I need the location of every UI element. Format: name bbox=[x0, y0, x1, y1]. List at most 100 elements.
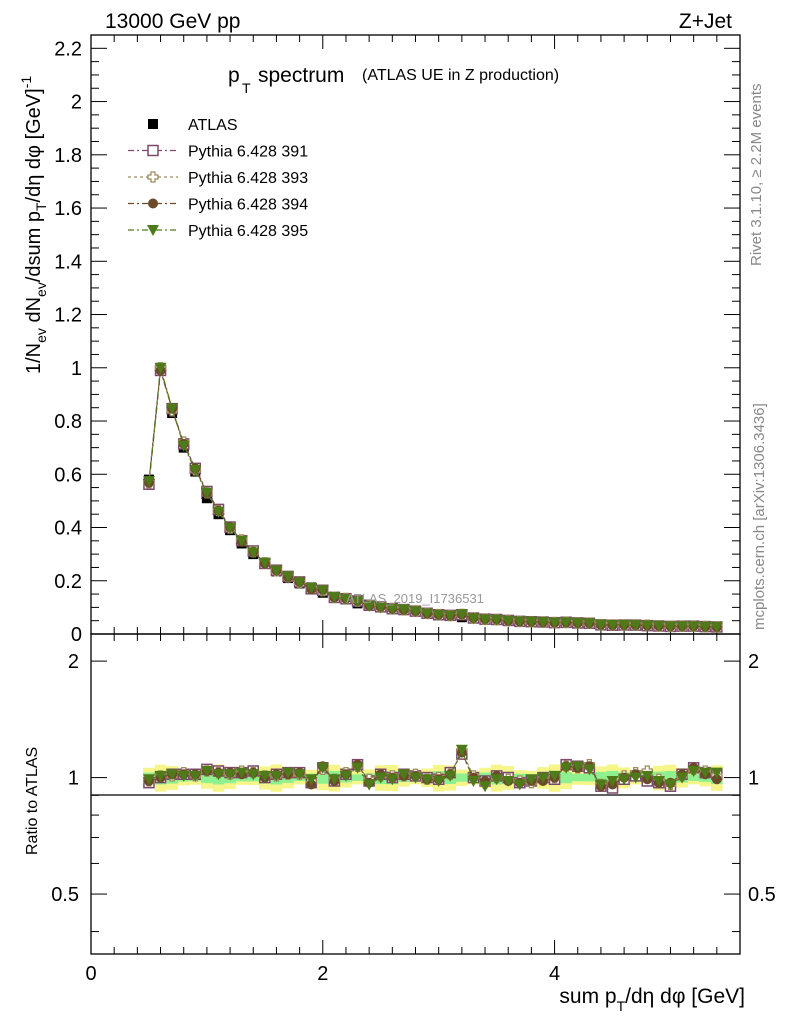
x-tick-label: 0 bbox=[85, 963, 96, 985]
ratio-panel: 0 2 4 0.5 0.5 1 1 2 2 bbox=[51, 633, 776, 985]
watermark: ATLAS_2019_I1736531 bbox=[346, 591, 484, 606]
ratio-point bbox=[154, 770, 167, 782]
mc-point bbox=[200, 487, 213, 499]
legend-label: Pythia 6.428 395 bbox=[188, 223, 308, 240]
mc-point bbox=[467, 613, 480, 625]
y-tick-label: 0.2 bbox=[54, 571, 82, 593]
ratio-point bbox=[363, 779, 376, 791]
ratio-point bbox=[282, 767, 295, 779]
mc-point bbox=[525, 616, 538, 628]
y-tick-label: 2 bbox=[71, 92, 82, 114]
ratio-point bbox=[374, 772, 387, 784]
mc-point bbox=[479, 614, 492, 626]
ratio-data bbox=[142, 744, 723, 794]
mc-point bbox=[374, 602, 387, 614]
legend-item: Pythia 6.428 394 bbox=[128, 197, 308, 214]
rivet-label: Rivet 3.1.10, ≥ 2.2M events bbox=[748, 84, 765, 267]
plot-title: p T spectrum (ATLAS UE in Z production) bbox=[228, 64, 559, 96]
ratio-point bbox=[409, 772, 422, 784]
ratio-point bbox=[629, 772, 642, 784]
mc-point bbox=[282, 571, 295, 583]
legend: ATLAS Pythia 6.428 391 Pythia 6.428 393 Pyt… bbox=[128, 117, 308, 240]
main-data bbox=[142, 362, 723, 633]
mc-line bbox=[148, 370, 717, 628]
ratio-point bbox=[432, 775, 445, 787]
mc-line bbox=[148, 367, 717, 628]
mc-point bbox=[177, 440, 190, 452]
mc-point bbox=[189, 464, 202, 476]
ratio-point bbox=[455, 744, 468, 756]
ratio-point bbox=[200, 765, 213, 777]
mc-point bbox=[571, 617, 584, 629]
mc-point bbox=[270, 565, 283, 577]
ratio-point bbox=[502, 775, 515, 787]
mc-point bbox=[444, 610, 457, 622]
mc-point bbox=[629, 620, 642, 632]
ratio-point bbox=[235, 767, 248, 779]
ratio-point bbox=[641, 770, 654, 782]
mc-point bbox=[432, 609, 445, 621]
x-axis-label: sum pT/dη dφ [GeV] bbox=[559, 985, 745, 1014]
ratio-point bbox=[594, 779, 607, 791]
ratio-point bbox=[687, 765, 700, 777]
y-tick-label: 0.8 bbox=[54, 411, 82, 433]
y-tick-label: 2.2 bbox=[54, 38, 82, 60]
legend-marker bbox=[148, 198, 158, 209]
y-tick-label: 1.6 bbox=[54, 198, 82, 220]
ratio-point bbox=[142, 774, 155, 786]
ratio-y-tick-label: 0.5 bbox=[51, 884, 79, 906]
ratio-y-tick-label-right: 0.5 bbox=[748, 884, 776, 906]
ratio-y-tick-label: 2 bbox=[68, 651, 79, 673]
ratio-point bbox=[328, 774, 341, 786]
energy-label: 13000 GeV pp bbox=[105, 10, 240, 33]
mc-point bbox=[676, 621, 689, 633]
mc-point bbox=[305, 582, 318, 594]
ratio-point bbox=[339, 770, 352, 782]
legend-item: ATLAS bbox=[148, 117, 238, 134]
mc-point bbox=[594, 619, 607, 631]
title-note: (ATLAS UE in Z production) bbox=[362, 67, 559, 84]
mc-point bbox=[606, 619, 619, 631]
svg-text:spectrum: spectrum bbox=[258, 64, 344, 87]
ratio-point bbox=[676, 772, 689, 784]
mc-point bbox=[710, 621, 723, 633]
ratio-point bbox=[293, 769, 306, 781]
y-tick-label: 0.6 bbox=[54, 464, 82, 486]
ratio-point bbox=[710, 767, 723, 779]
ratio-point bbox=[583, 764, 596, 776]
ratio-point bbox=[664, 779, 677, 791]
legend-label: Pythia 6.428 394 bbox=[188, 197, 308, 214]
legend-marker bbox=[147, 171, 159, 183]
y-axis-label: 1/Nev dNev/dsum pT/dη dφ [GeV]-1 bbox=[18, 76, 49, 374]
mc-point bbox=[687, 621, 700, 633]
mc-point bbox=[235, 535, 248, 547]
title-main: p bbox=[228, 64, 240, 87]
ratio-point bbox=[618, 774, 631, 786]
ratio-point bbox=[467, 775, 480, 787]
y-tick-label: 1.8 bbox=[54, 145, 82, 167]
ratio-point bbox=[536, 772, 549, 784]
mc-point bbox=[386, 603, 399, 615]
ratio-point bbox=[270, 770, 283, 782]
mc-point bbox=[293, 577, 306, 589]
ratio-point bbox=[305, 774, 318, 786]
legend-label: ATLAS bbox=[188, 117, 238, 134]
ratio-point bbox=[479, 781, 492, 793]
ratio-y-tick-label-right: 2 bbox=[748, 651, 759, 673]
svg-text:T: T bbox=[242, 80, 251, 96]
mc-point bbox=[536, 617, 549, 629]
legend-item: Pythia 6.428 393 bbox=[128, 170, 308, 187]
ratio-y-tick-label: 1 bbox=[68, 768, 79, 790]
mc-point bbox=[652, 620, 665, 632]
ratio-point bbox=[351, 762, 364, 774]
mc-point bbox=[548, 617, 561, 629]
x-tick-label: 4 bbox=[549, 963, 560, 985]
ratio-point bbox=[386, 774, 399, 786]
mc-point bbox=[641, 620, 654, 632]
main-axes: 0 0.2 0.4 0.6 0.8 1 1.2 1.4 1.6 1.8 2 2.2 bbox=[54, 34, 741, 646]
ratio-point bbox=[224, 769, 237, 781]
ratio-point bbox=[247, 769, 260, 781]
legend-item: Pythia 6.428 391 bbox=[128, 144, 308, 161]
ratio-point bbox=[421, 774, 434, 786]
